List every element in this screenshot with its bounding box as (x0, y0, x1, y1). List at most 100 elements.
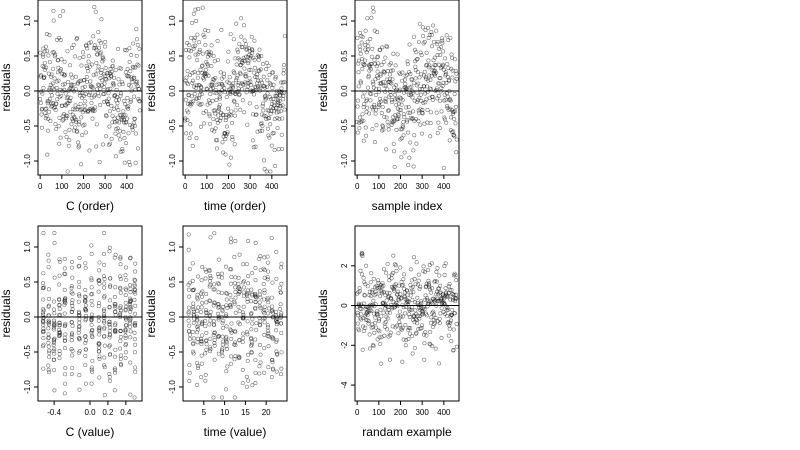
scatter-point (41, 271, 46, 276)
scatter-point (229, 328, 234, 333)
scatter-point (234, 78, 239, 83)
scatter-point (241, 304, 246, 309)
scatter-point (194, 19, 199, 24)
scatter-point (100, 142, 105, 147)
scatter-point (200, 5, 205, 10)
scatter-point (212, 343, 217, 348)
scatter-point (60, 82, 65, 87)
scatter-point (224, 303, 229, 308)
scatter-point (401, 125, 406, 130)
scatter-point (96, 349, 101, 354)
scatter-point (103, 113, 108, 118)
scatter-point (202, 121, 207, 126)
scatter-point (432, 279, 437, 284)
scatter-point (257, 292, 262, 297)
scatter-point (64, 96, 69, 101)
scatter-point (116, 46, 121, 51)
scatter-point (233, 108, 238, 113)
scatter-point (251, 92, 256, 97)
scatter-point (281, 97, 286, 102)
scatter-point (192, 69, 197, 74)
scatter-point (99, 68, 104, 73)
scatter-point (83, 261, 88, 266)
scatter-point (413, 282, 418, 287)
scatter-point (358, 268, 363, 273)
scatter-point (385, 327, 390, 332)
scatter-point (132, 337, 137, 342)
scatter-point (191, 351, 196, 356)
scatter-point (439, 335, 444, 340)
scatter-point (79, 95, 84, 100)
scatter-point (117, 120, 122, 125)
scatter-point (265, 277, 270, 282)
scatter-point (89, 330, 94, 335)
scatter-point (69, 286, 74, 291)
scatter-point (255, 84, 260, 89)
scatter-point (215, 281, 220, 286)
scatter-point (405, 119, 410, 124)
scatter-point (367, 111, 372, 116)
scatter-point (430, 97, 435, 102)
scatter-point (384, 298, 389, 303)
scatter-point (356, 61, 361, 66)
scatter-point (233, 340, 238, 345)
scatter-point (262, 370, 267, 375)
scatter-point (196, 327, 201, 332)
scatter-point (253, 144, 258, 149)
scatter-point (69, 334, 74, 339)
scatter-point (257, 256, 262, 261)
scatter-point (436, 62, 441, 67)
scatter-point (129, 75, 134, 80)
scatter-point (219, 27, 224, 32)
scatter-point (112, 120, 117, 125)
scatter-point (245, 358, 250, 363)
scatter-point (58, 38, 63, 43)
scatter-point (241, 293, 246, 298)
y-axis-label: residuals (144, 289, 158, 337)
scatter-point (118, 353, 123, 358)
scatter-point (118, 290, 123, 295)
scatter-point (47, 354, 52, 359)
scatter-point (429, 290, 434, 295)
scatter-point (407, 315, 412, 320)
scatter-point (58, 135, 63, 140)
scatter-point (114, 87, 119, 92)
scatter-point (97, 356, 102, 361)
scatter-point (365, 284, 370, 289)
scatter-point (217, 304, 222, 309)
scatter-point (270, 280, 275, 285)
scatter-point (211, 303, 216, 308)
scatter-point (415, 321, 420, 326)
scatter-point (199, 339, 204, 344)
scatter-point (364, 97, 369, 102)
scatter-point (233, 329, 238, 334)
scatter-point (46, 332, 51, 337)
scatter-point (373, 289, 378, 294)
scatter-point (438, 76, 443, 81)
scatter-point (359, 118, 364, 123)
scatter-point (196, 71, 201, 76)
scatter-point (128, 163, 133, 168)
scatter-point (132, 75, 137, 80)
scatter-point (103, 66, 108, 71)
scatter-point (77, 279, 82, 284)
scatter-point (261, 108, 266, 113)
scatter-point (435, 53, 440, 58)
x-tick-label: 300 (243, 182, 257, 191)
scatter-point (253, 380, 258, 385)
scatter-point (391, 119, 396, 124)
scatter-point (438, 52, 443, 57)
scatter-point (404, 338, 409, 343)
scatter-point (203, 378, 208, 383)
scatter-point (51, 66, 56, 71)
scatter-point (243, 72, 248, 77)
scatter-point (387, 278, 392, 283)
scatter-point (429, 315, 434, 320)
scatter-point (41, 342, 46, 347)
scatter-point (269, 295, 274, 300)
scatter-point (47, 348, 52, 353)
scatter-point (415, 313, 420, 318)
scatter-point (400, 359, 405, 364)
scatter-point (120, 79, 125, 84)
scatter-point (360, 347, 365, 352)
